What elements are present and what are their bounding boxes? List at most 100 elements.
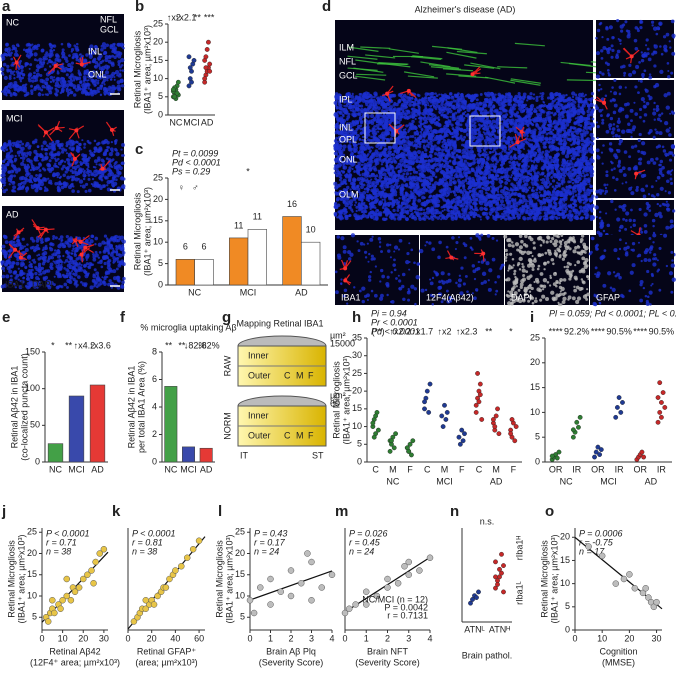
nucleus	[65, 141, 70, 146]
microglia	[79, 252, 84, 257]
nucleus	[75, 76, 79, 80]
nucleus	[539, 178, 542, 181]
nucleus	[117, 244, 122, 248]
nucleus	[39, 187, 43, 191]
nucleus	[111, 176, 116, 181]
nucleus	[92, 89, 95, 92]
nucleus	[65, 144, 69, 148]
nucleus	[117, 63, 121, 67]
nucleus	[69, 169, 74, 173]
nucleus	[102, 45, 107, 50]
nucleus	[438, 93, 441, 96]
nucleus	[584, 93, 587, 97]
nucleus	[105, 184, 109, 187]
nucleus	[9, 93, 13, 97]
nucleus	[28, 150, 32, 155]
nucleus	[13, 270, 18, 275]
nucleus	[96, 56, 102, 61]
nucleus	[363, 187, 367, 191]
nucleus	[416, 177, 421, 182]
nucleus	[388, 145, 392, 149]
nucleus	[79, 163, 83, 166]
nucleus	[76, 148, 81, 153]
nucleus	[27, 46, 32, 51]
nucleus	[76, 190, 80, 194]
legend: DAPI	[32, 279, 53, 289]
nucleus	[54, 260, 59, 265]
nucleus	[56, 70, 59, 73]
nucleus	[118, 260, 123, 265]
nucleus	[56, 153, 61, 157]
nucleus	[582, 171, 585, 175]
nucleus	[47, 257, 51, 261]
nucleus	[403, 168, 407, 173]
nucleus	[74, 162, 78, 165]
nucleus	[110, 61, 115, 66]
nucleus	[97, 158, 101, 162]
nucleus	[30, 91, 34, 96]
nucleus	[45, 77, 50, 82]
nucleus	[57, 267, 62, 272]
nucleus	[50, 155, 55, 160]
nucleus	[29, 174, 34, 179]
nucleus	[43, 86, 47, 89]
nucleus	[104, 70, 110, 75]
nucleus	[121, 253, 125, 257]
nucleus	[63, 261, 66, 264]
nucleus	[47, 163, 50, 167]
nucleus	[8, 151, 11, 154]
nucleus	[576, 141, 581, 146]
nucleus	[29, 44, 32, 47]
nucleus	[77, 85, 80, 88]
layer-label: NFL	[100, 14, 117, 24]
nucleus	[109, 74, 114, 79]
nucleus	[115, 267, 119, 271]
nucleus	[427, 159, 431, 162]
nucleus	[55, 264, 60, 269]
nucleus	[70, 148, 73, 151]
nucleus	[121, 250, 126, 255]
nucleus	[91, 183, 96, 188]
nucleus	[46, 62, 49, 65]
nucleus	[67, 169, 70, 172]
nucleus	[8, 269, 13, 274]
nucleus	[51, 78, 55, 82]
nucleus	[120, 239, 123, 242]
nucleus	[85, 53, 89, 57]
nucleus	[28, 67, 31, 70]
nucleus	[41, 79, 46, 84]
nucleus	[62, 164, 66, 169]
nucleus	[29, 63, 33, 67]
nucleus	[63, 282, 68, 287]
nucleus	[8, 74, 12, 78]
nucleus	[33, 45, 37, 49]
nucleus	[50, 60, 53, 64]
nucleus	[47, 88, 52, 93]
nucleus	[88, 149, 92, 153]
nucleus	[73, 252, 77, 256]
nucleus	[117, 253, 121, 256]
nucleus	[109, 237, 114, 242]
nucleus	[425, 207, 429, 211]
nucleus	[95, 169, 98, 172]
nucleus	[408, 208, 413, 213]
nucleus	[43, 189, 46, 192]
nucleus	[509, 164, 512, 167]
nucleus	[20, 175, 25, 181]
nucleus	[11, 180, 16, 185]
nucleus	[107, 55, 112, 60]
nucleus	[7, 91, 11, 94]
nucleus	[526, 99, 529, 102]
nucleus	[83, 58, 88, 63]
nucleus	[334, 126, 338, 130]
nucleus	[95, 70, 98, 73]
nucleus	[28, 78, 32, 83]
nucleus	[21, 159, 25, 163]
nucleus	[34, 188, 39, 193]
nucleus	[54, 57, 59, 62]
nucleus	[448, 91, 453, 96]
nucleus	[574, 194, 578, 197]
nucleus	[54, 162, 57, 165]
nucleus	[40, 144, 44, 148]
nucleus	[107, 258, 112, 263]
